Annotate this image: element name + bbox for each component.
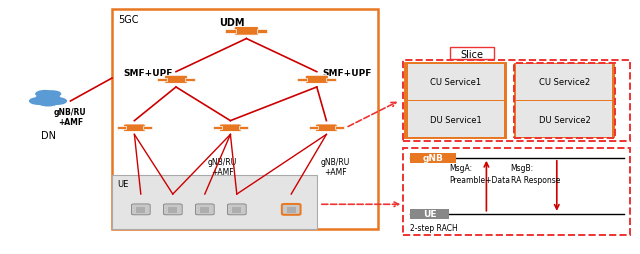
Bar bbox=[225, 30, 236, 34]
Bar bbox=[239, 127, 248, 130]
Bar bbox=[186, 78, 195, 82]
FancyBboxPatch shape bbox=[163, 204, 182, 215]
Bar bbox=[335, 127, 344, 130]
FancyBboxPatch shape bbox=[282, 204, 301, 215]
FancyBboxPatch shape bbox=[112, 175, 317, 229]
FancyBboxPatch shape bbox=[408, 101, 504, 137]
Text: MsgA:
Preamble+Data: MsgA: Preamble+Data bbox=[449, 164, 510, 184]
FancyBboxPatch shape bbox=[410, 153, 456, 164]
Text: DN: DN bbox=[40, 131, 56, 141]
Bar bbox=[136, 207, 145, 213]
Circle shape bbox=[35, 93, 61, 104]
Bar bbox=[168, 207, 177, 213]
FancyBboxPatch shape bbox=[164, 76, 188, 84]
Bar bbox=[200, 207, 209, 213]
FancyBboxPatch shape bbox=[234, 27, 259, 36]
Bar bbox=[257, 30, 268, 34]
FancyBboxPatch shape bbox=[305, 76, 328, 84]
Bar bbox=[308, 127, 317, 130]
Bar bbox=[326, 78, 336, 82]
Bar bbox=[298, 78, 307, 82]
FancyBboxPatch shape bbox=[516, 65, 612, 100]
Circle shape bbox=[36, 98, 60, 107]
Text: gNB/RU
+AMF: gNB/RU +AMF bbox=[321, 157, 350, 177]
Circle shape bbox=[29, 98, 49, 106]
Bar bbox=[287, 207, 296, 213]
FancyBboxPatch shape bbox=[450, 48, 494, 60]
FancyBboxPatch shape bbox=[131, 204, 150, 215]
Circle shape bbox=[47, 98, 67, 106]
Text: MsgB:
RA Response: MsgB: RA Response bbox=[511, 164, 560, 184]
Text: gNB/RU
+AMF: gNB/RU +AMF bbox=[54, 108, 86, 127]
Bar bbox=[232, 207, 241, 213]
Text: 5GC: 5GC bbox=[118, 15, 139, 25]
Text: CU Service1: CU Service1 bbox=[430, 78, 481, 87]
Text: gNB/RU
+AMF: gNB/RU +AMF bbox=[208, 157, 237, 177]
FancyBboxPatch shape bbox=[516, 101, 612, 137]
Circle shape bbox=[35, 90, 55, 99]
Bar bbox=[212, 127, 221, 130]
Text: SMF+UPF: SMF+UPF bbox=[322, 69, 371, 77]
Text: 2-step RACH: 2-step RACH bbox=[410, 223, 458, 232]
FancyBboxPatch shape bbox=[220, 124, 241, 132]
Text: UE: UE bbox=[117, 179, 129, 188]
FancyBboxPatch shape bbox=[408, 65, 504, 100]
FancyBboxPatch shape bbox=[227, 204, 246, 215]
Bar bbox=[157, 78, 166, 82]
Text: Slice: Slice bbox=[461, 50, 483, 60]
Text: DU Service2: DU Service2 bbox=[539, 115, 590, 124]
FancyBboxPatch shape bbox=[316, 124, 337, 132]
FancyBboxPatch shape bbox=[514, 64, 615, 138]
Text: DU Service1: DU Service1 bbox=[430, 115, 481, 124]
Bar bbox=[116, 127, 125, 130]
Bar bbox=[143, 127, 152, 130]
FancyBboxPatch shape bbox=[124, 124, 145, 132]
Text: UDM: UDM bbox=[220, 18, 245, 28]
FancyBboxPatch shape bbox=[405, 64, 506, 138]
Text: UE: UE bbox=[422, 209, 436, 218]
Text: CU Service2: CU Service2 bbox=[539, 78, 590, 87]
Text: SMF+UPF: SMF+UPF bbox=[124, 69, 173, 77]
Circle shape bbox=[43, 91, 61, 98]
FancyBboxPatch shape bbox=[195, 204, 214, 215]
FancyBboxPatch shape bbox=[410, 209, 449, 219]
Text: gNB: gNB bbox=[422, 154, 443, 163]
